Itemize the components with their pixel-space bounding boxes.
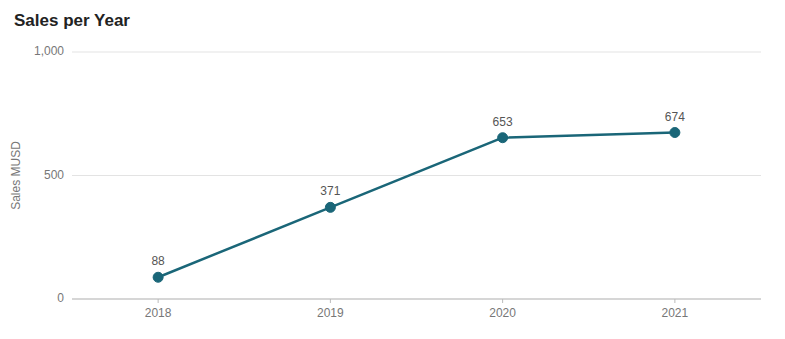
x-tick-label: 2018 — [145, 306, 172, 320]
x-tick — [502, 299, 503, 303]
series — [153, 128, 680, 283]
data-label: 674 — [665, 110, 685, 124]
data-label: 653 — [493, 115, 513, 129]
x-tick — [674, 299, 675, 303]
x-tick — [158, 299, 159, 303]
chart-svg: 0 500 1,000 2018 2019 2020 2021 Sales MUSD Sales… — [0, 0, 785, 339]
grid-line — [72, 299, 761, 300]
marker — [498, 133, 508, 143]
y-axis-label: Sales MUSD — [9, 141, 23, 210]
x-tick-label: 2021 — [662, 306, 689, 320]
y-grid — [72, 52, 761, 299]
data-label: 371 — [320, 184, 340, 198]
x-tick-label: 2019 — [317, 306, 344, 320]
grid-line — [72, 52, 761, 53]
y-tick-label: 500 — [44, 168, 64, 182]
y-tick-label: 1,000 — [34, 44, 64, 58]
data-label: 88 — [151, 254, 165, 268]
chart-container: 0 500 1,000 2018 2019 2020 2021 Sales MUSD Sales… — [0, 0, 785, 339]
x-axis-line — [72, 299, 761, 300]
grid-line — [72, 175, 761, 176]
x-tick — [330, 299, 331, 303]
chart-title: Sales per Year — [14, 11, 130, 30]
axes: 0 500 1,000 2018 2019 2020 2021 — [34, 44, 761, 320]
marker — [325, 202, 335, 212]
line — [158, 133, 675, 278]
data-labels: 88 371 653 674 — [151, 110, 685, 269]
marker — [670, 128, 680, 138]
y-tick-label: 0 — [57, 291, 64, 305]
marker — [153, 272, 163, 282]
x-tick-label: 2020 — [489, 306, 516, 320]
